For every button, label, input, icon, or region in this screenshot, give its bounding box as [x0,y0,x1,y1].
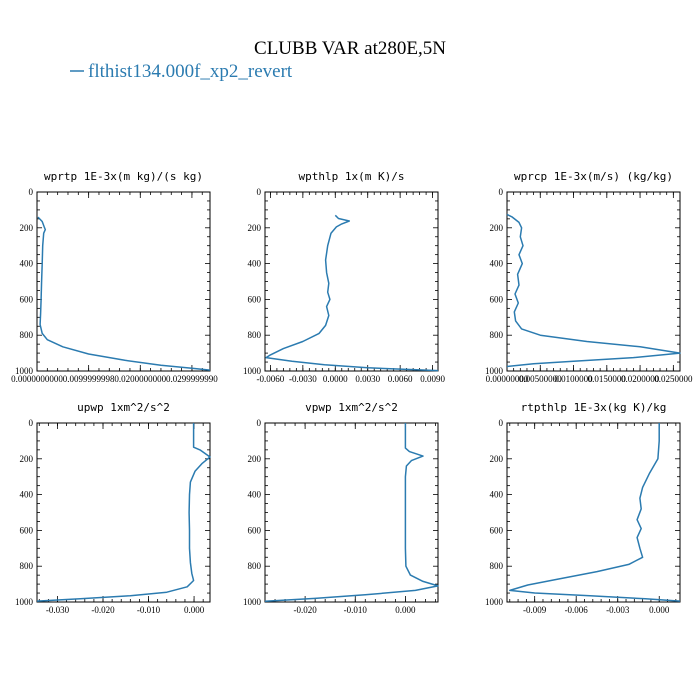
series-line [509,423,681,602]
y-tick-label: 200 [20,223,34,233]
y-tick-label: 400 [20,259,34,269]
y-tick-label: 1000 [243,597,262,607]
x-tick-label: 0.0030 [355,374,380,384]
series-line [36,423,211,602]
y-tick-label: 400 [490,490,504,500]
y-tick-label: 600 [20,294,34,304]
panel-title: wprcp 1E-3x(m/s) (kg/kg) [514,170,673,183]
y-tick-label: 800 [248,561,262,571]
x-tick-label: -0.020 [293,605,317,615]
plot-frame [36,422,211,603]
panel-2: wpthlp 1x(m K)/s 0 200 400 600 800 1000-0.0060… [243,170,445,384]
panel-title: rtpthlp 1E-3x(kg K)/kg [521,401,667,414]
y-tick-label: 200 [20,454,34,464]
y-tick-label: 1000 [485,366,504,376]
y-tick-label: 0 [257,418,262,428]
y-tick-label: 800 [248,330,262,340]
y-tick-label: 400 [20,490,34,500]
y-tick-label: 600 [248,525,262,535]
x-tick-label: 0.0250000 [654,374,693,384]
y-tick-label: 0 [29,418,34,428]
y-tick-label: 800 [20,561,34,571]
y-tick-label: 200 [248,223,262,233]
x-tick-label: -0.003 [606,605,630,615]
x-tick-label: -0.010 [344,605,368,615]
series-line [37,216,211,371]
series-line [506,213,681,368]
series-line [265,214,439,372]
x-tick-label: 0.0099999998 [63,374,115,384]
x-tick-label: -0.010 [137,605,161,615]
y-tick-label: 600 [248,294,262,304]
y-tick-label: 400 [248,490,262,500]
x-tick-label: -0.030 [46,605,70,615]
y-tick-label: 1000 [15,366,34,376]
panel-title: upwp 1xm^2/s^2 [77,401,170,414]
chart-title: CLUBB VAR at280E,5N [254,38,446,59]
x-tick-label: 0.0200000000 [114,374,166,384]
y-tick-label: 0 [499,418,504,428]
panel-title: wprtp 1E-3x(m kg)/(s kg) [44,170,203,183]
y-tick-label: 600 [490,525,504,535]
y-tick-label: 800 [490,330,504,340]
x-tick-label: 0.0000 [323,374,348,384]
x-tick-label: -0.0030 [289,374,317,384]
panel-6: rtpthlp 1E-3x(kg K)/kg 0 200 400 600 800 1000 -… [485,401,681,615]
panel-1: wprtp 1E-3x(m kg)/(s kg) 0 200 400 600 800 100… [11,170,218,384]
x-tick-label: -0.009 [523,605,547,615]
y-tick-label: 400 [490,259,504,269]
y-tick-label: 600 [490,294,504,304]
y-tick-label: 0 [29,187,34,197]
y-tick-label: 1000 [243,366,262,376]
y-tick-label: 800 [490,561,504,571]
y-tick-label: 800 [20,330,34,340]
x-tick-label: 0.00000000 [486,374,529,384]
panels: wprtp 1E-3x(m kg)/(s kg) 0 200 400 600 800 100… [11,170,693,615]
x-tick-label: 0.0150000 [588,374,627,384]
y-tick-label: 400 [248,259,262,269]
x-tick-label: -0.0060 [257,374,285,384]
x-tick-label: 0.0000000000 [11,374,63,384]
y-tick-label: 1000 [485,597,504,607]
series-line [264,423,439,603]
legend-label: flthist134.000f_xp2_revert [88,61,293,82]
x-tick-label: 0.000 [649,605,670,615]
plot-frame [506,422,681,603]
y-tick-label: 0 [257,187,262,197]
panel-3: wprcp 1E-3x(m/s) (kg/kg) 0 200 400 600 800 100… [485,170,693,384]
panel-title: vpwp 1xm^2/s^2 [305,401,398,414]
x-tick-label: 0.0200000 [621,374,660,384]
plot-frame [36,191,211,372]
panel-4: upwp 1xm^2/s^2 0 200 400 600 800 1000 -0.030 -0.… [15,401,211,615]
x-tick-label: 0.0100000 [554,374,593,384]
plot-frame [506,191,681,372]
plot-frame [264,191,439,372]
y-tick-label: 0 [499,187,504,197]
x-tick-label: 0.000 [184,605,205,615]
x-tick-label: 0.00500000 [519,374,562,384]
x-tick-label: 0.0299999990 [166,374,218,384]
y-tick-label: 200 [490,454,504,464]
y-tick-label: 200 [248,454,262,464]
x-tick-label: 0.0060 [388,374,413,384]
legend: flthist134.000f_xp2_revert [70,61,293,82]
y-tick-label: 600 [20,525,34,535]
x-tick-label: -0.020 [91,605,115,615]
panel-5: vpwp 1xm^2/s^2 0 200 400 600 800 1000 -0.020 -0.… [243,401,439,615]
x-tick-label: -0.006 [565,605,589,615]
x-tick-label: 0.000 [395,605,416,615]
panel-title: wpthlp 1x(m K)/s [299,170,405,183]
y-tick-label: 1000 [15,597,34,607]
x-tick-label: 0.0090 [420,374,445,384]
y-tick-label: 200 [490,223,504,233]
